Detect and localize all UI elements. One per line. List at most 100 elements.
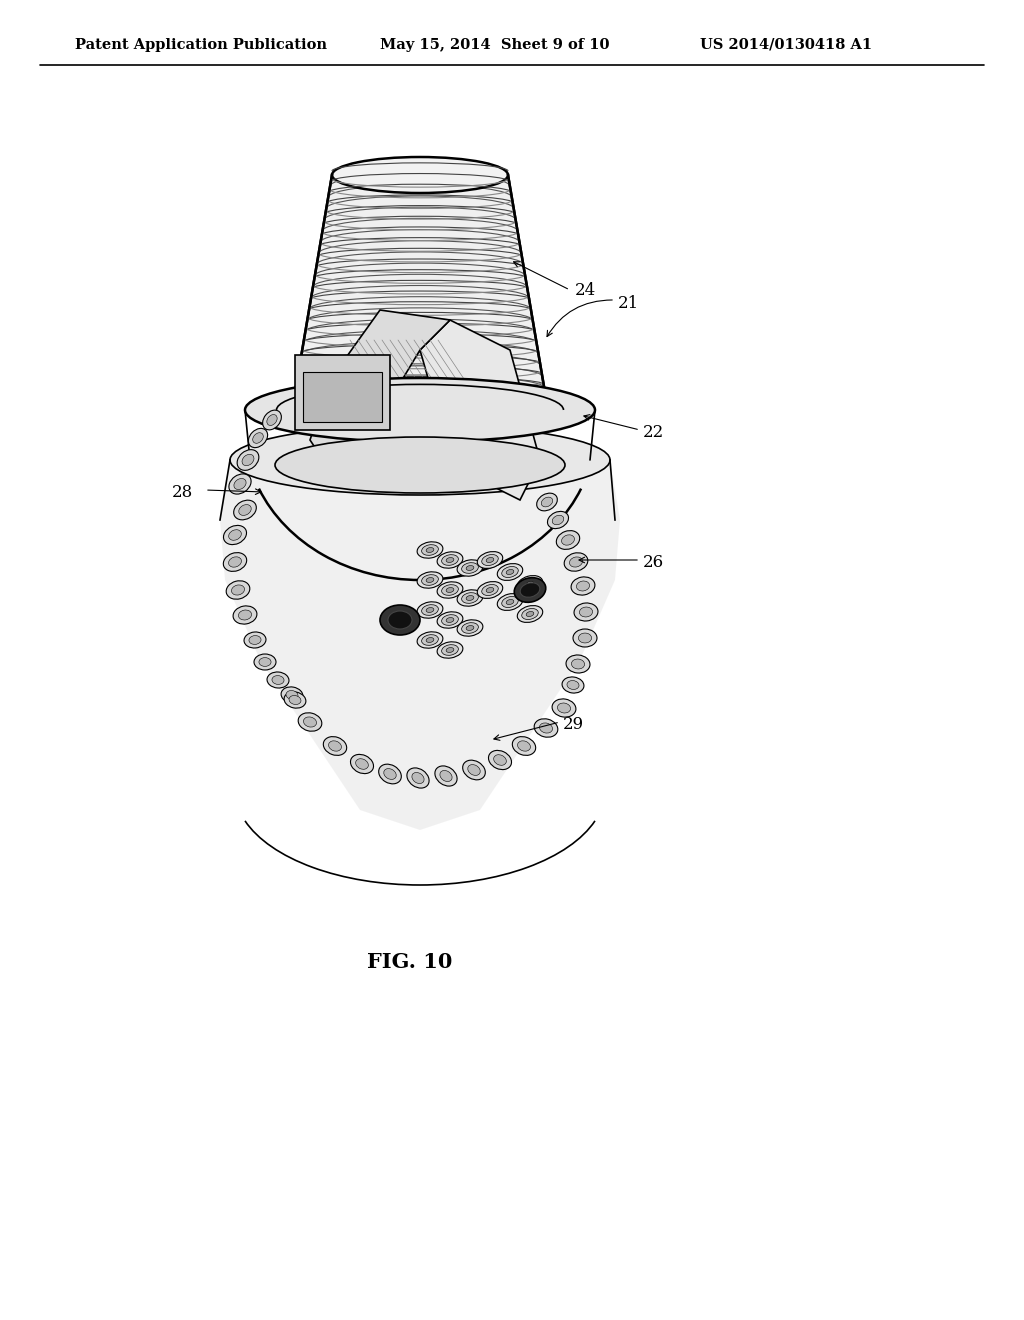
Ellipse shape: [380, 605, 420, 635]
Ellipse shape: [324, 737, 347, 755]
Ellipse shape: [239, 610, 252, 620]
Ellipse shape: [289, 696, 301, 705]
Ellipse shape: [514, 578, 546, 602]
Ellipse shape: [249, 429, 267, 447]
Ellipse shape: [262, 411, 282, 430]
Ellipse shape: [506, 599, 514, 605]
Ellipse shape: [481, 554, 499, 565]
Ellipse shape: [486, 557, 494, 562]
Ellipse shape: [446, 648, 454, 652]
Ellipse shape: [462, 623, 478, 634]
Ellipse shape: [435, 766, 457, 787]
Ellipse shape: [417, 572, 442, 589]
Ellipse shape: [422, 574, 438, 585]
Ellipse shape: [329, 741, 341, 751]
Ellipse shape: [446, 618, 454, 623]
Ellipse shape: [540, 723, 553, 733]
Ellipse shape: [384, 768, 396, 779]
Ellipse shape: [477, 552, 503, 569]
Ellipse shape: [552, 515, 564, 525]
Ellipse shape: [466, 565, 474, 570]
Ellipse shape: [498, 564, 522, 581]
Ellipse shape: [350, 755, 374, 774]
Ellipse shape: [249, 636, 261, 644]
Ellipse shape: [486, 587, 494, 593]
Ellipse shape: [535, 719, 558, 738]
Ellipse shape: [466, 626, 474, 631]
Ellipse shape: [571, 659, 585, 669]
Ellipse shape: [457, 620, 483, 636]
Ellipse shape: [567, 681, 579, 689]
Ellipse shape: [517, 576, 543, 593]
Ellipse shape: [441, 615, 459, 626]
Ellipse shape: [526, 611, 534, 616]
Ellipse shape: [468, 764, 480, 775]
Ellipse shape: [580, 607, 593, 616]
Text: 21: 21: [618, 294, 639, 312]
Ellipse shape: [477, 582, 503, 598]
Ellipse shape: [481, 585, 499, 595]
Ellipse shape: [267, 414, 278, 425]
Ellipse shape: [292, 392, 548, 428]
Ellipse shape: [231, 585, 245, 595]
Ellipse shape: [564, 553, 588, 572]
Ellipse shape: [494, 755, 506, 766]
Ellipse shape: [254, 653, 276, 671]
Ellipse shape: [275, 437, 565, 492]
Ellipse shape: [571, 577, 595, 595]
Ellipse shape: [446, 557, 454, 562]
Ellipse shape: [574, 603, 598, 620]
Ellipse shape: [422, 635, 438, 645]
Ellipse shape: [441, 644, 459, 655]
Ellipse shape: [557, 704, 570, 713]
Ellipse shape: [388, 611, 412, 630]
Ellipse shape: [512, 737, 536, 755]
Ellipse shape: [437, 642, 463, 659]
Text: 22: 22: [643, 424, 665, 441]
Ellipse shape: [303, 717, 316, 727]
Ellipse shape: [466, 595, 474, 601]
Ellipse shape: [562, 677, 584, 693]
Ellipse shape: [267, 672, 289, 688]
Ellipse shape: [253, 433, 263, 444]
Ellipse shape: [463, 760, 485, 780]
Ellipse shape: [379, 764, 401, 784]
Ellipse shape: [548, 511, 568, 528]
Ellipse shape: [426, 607, 434, 612]
Ellipse shape: [521, 609, 539, 619]
Ellipse shape: [446, 587, 454, 593]
Ellipse shape: [281, 686, 303, 704]
Polygon shape: [420, 319, 540, 500]
Text: Patent Application Publication: Patent Application Publication: [75, 38, 327, 51]
Ellipse shape: [579, 634, 592, 643]
Ellipse shape: [437, 611, 463, 628]
Ellipse shape: [440, 771, 453, 781]
Ellipse shape: [502, 597, 518, 607]
Ellipse shape: [561, 535, 574, 545]
Ellipse shape: [284, 692, 306, 708]
Ellipse shape: [426, 638, 434, 643]
Bar: [295, 355, 390, 430]
Ellipse shape: [437, 552, 463, 568]
Ellipse shape: [569, 557, 583, 568]
Text: 29: 29: [563, 715, 584, 733]
Ellipse shape: [417, 541, 442, 558]
Ellipse shape: [233, 478, 246, 490]
Ellipse shape: [228, 529, 242, 540]
Ellipse shape: [228, 557, 242, 568]
Ellipse shape: [223, 525, 247, 545]
Ellipse shape: [502, 566, 518, 577]
Text: US 2014/0130418 A1: US 2014/0130418 A1: [700, 38, 872, 51]
Ellipse shape: [417, 632, 442, 648]
Ellipse shape: [573, 630, 597, 647]
Ellipse shape: [233, 500, 256, 520]
Text: May 15, 2014  Sheet 9 of 10: May 15, 2014 Sheet 9 of 10: [380, 38, 609, 51]
Ellipse shape: [298, 713, 322, 731]
Ellipse shape: [441, 585, 459, 595]
Ellipse shape: [417, 602, 442, 618]
Ellipse shape: [441, 554, 459, 565]
Ellipse shape: [226, 581, 250, 599]
Ellipse shape: [245, 378, 595, 442]
Ellipse shape: [422, 605, 438, 615]
Ellipse shape: [556, 531, 580, 549]
